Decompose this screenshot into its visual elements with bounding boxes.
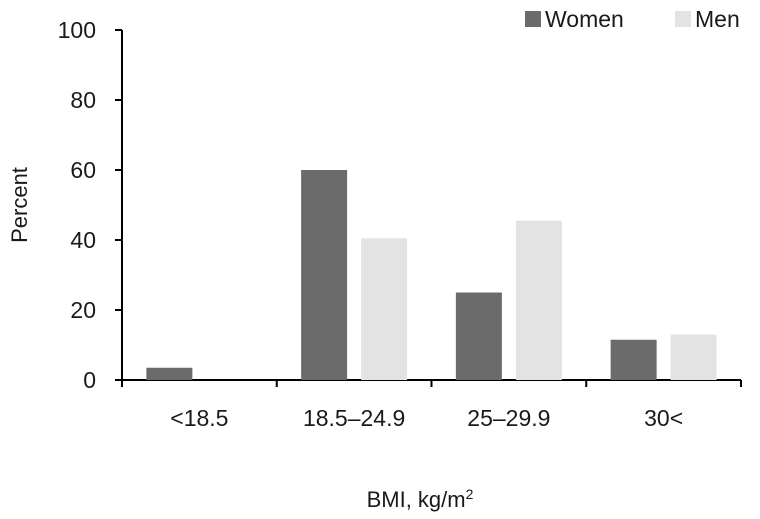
bars: [146, 170, 717, 380]
y-tick-label: 100: [58, 17, 96, 43]
x-axis-title-main: BMI, kg/m: [367, 487, 466, 512]
bar-women-3: [610, 339, 657, 380]
x-tick-label: 25–29.9: [467, 405, 550, 431]
legend-swatch-men: [675, 11, 691, 27]
bar-women-2: [455, 292, 502, 380]
bar-men-3: [670, 334, 717, 380]
y-tick-label: 60: [70, 157, 96, 183]
y-tick-label: 20: [70, 297, 96, 323]
x-tick-label: 30<: [644, 405, 683, 431]
legend-label-women: Women: [545, 6, 624, 32]
x-axis-title-superscript: 2: [466, 486, 474, 502]
legend-label-men: Men: [695, 6, 740, 32]
y-axis-title: Percent: [7, 167, 32, 243]
x-tick-label: <18.5: [170, 405, 228, 431]
legend-swatch-women: [525, 11, 541, 27]
y-ticks: 0 20 40 60 80 100: [58, 17, 122, 393]
y-tick-label: 40: [70, 227, 96, 253]
bar-women-1: [301, 170, 348, 380]
y-tick-label: 80: [70, 87, 96, 113]
y-axis: 0 20 40 60 80 100: [58, 17, 123, 393]
legend: Women Men: [525, 6, 740, 32]
bar-women-0: [146, 367, 193, 380]
x-ticks: <18.5 18.5–24.9 25–29.9 30<: [121, 380, 742, 431]
x-tick-label: 18.5–24.9: [303, 405, 405, 431]
x-axis: <18.5 18.5–24.9 25–29.9 30<: [121, 379, 742, 431]
bar-men-1: [361, 238, 408, 380]
bar-men-2: [515, 220, 562, 380]
y-tick-label: 0: [83, 367, 96, 393]
x-axis-title: BMI, kg/m2: [367, 486, 474, 512]
